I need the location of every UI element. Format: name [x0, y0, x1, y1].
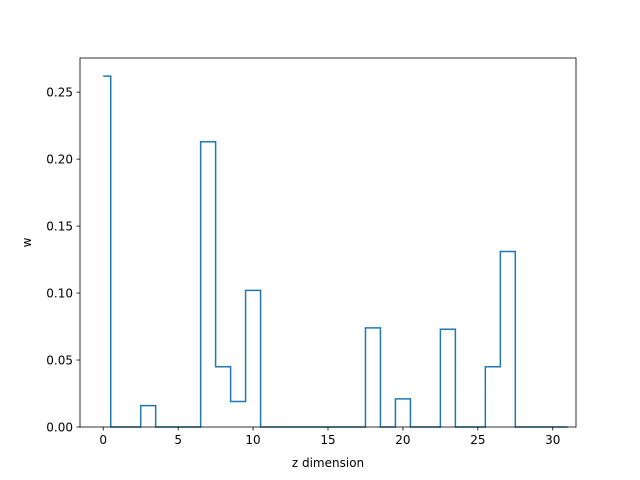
x-tick-label: 30: [545, 433, 560, 447]
x-axis-ticks: 0 5 10 15 20 25 30: [99, 427, 560, 447]
x-tick-label: 10: [245, 433, 260, 447]
y-tick-label: 0.00: [46, 420, 73, 434]
x-tick-label: 0: [99, 433, 107, 447]
x-tick-label: 25: [470, 433, 485, 447]
y-axis-label: w: [20, 237, 34, 247]
x-tick-label: 15: [320, 433, 335, 447]
y-tick-label: 0.05: [46, 353, 73, 367]
y-tick-label: 0.10: [46, 286, 73, 300]
y-tick-label: 0.15: [46, 219, 73, 233]
y-tick-label: 0.25: [46, 85, 73, 99]
y-axis-ticks: 0.00 0.05 0.10 0.15 0.20 0.25: [46, 85, 80, 434]
x-axis-label: z dimension: [292, 456, 364, 470]
x-tick-label: 5: [174, 433, 182, 447]
axes-frame: [79, 57, 577, 428]
x-tick-label: 20: [395, 433, 410, 447]
y-tick-label: 0.20: [46, 152, 73, 166]
